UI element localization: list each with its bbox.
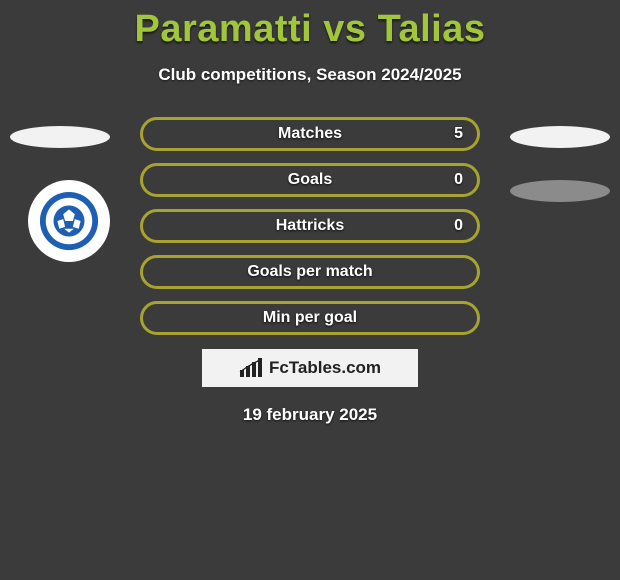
stat-label: Goals: [288, 171, 332, 189]
stat-label: Matches: [278, 125, 342, 143]
stat-label: Goals per match: [247, 263, 372, 281]
stats-container: Matches 5 Goals 0 Hattricks 0 Goals per …: [0, 117, 620, 335]
stat-row-hattricks: Hattricks 0: [140, 209, 480, 243]
stat-row-goals: Goals 0: [140, 163, 480, 197]
stat-value: 0: [454, 171, 463, 189]
stat-row-goals-per-match: Goals per match: [140, 255, 480, 289]
subtitle: Club competitions, Season 2024/2025: [0, 65, 620, 85]
chart-icon: [239, 358, 265, 378]
watermark[interactable]: FcTables.com: [202, 349, 418, 387]
stat-label: Min per goal: [263, 309, 357, 327]
stat-row-min-per-goal: Min per goal: [140, 301, 480, 335]
date-text: 19 february 2025: [0, 405, 620, 425]
page-title: Paramatti vs Talias: [0, 0, 620, 51]
watermark-text: FcTables.com: [269, 358, 381, 378]
stat-label: Hattricks: [276, 217, 344, 235]
stat-row-matches: Matches 5: [140, 117, 480, 151]
stat-value: 5: [454, 125, 463, 143]
stat-value: 0: [454, 217, 463, 235]
